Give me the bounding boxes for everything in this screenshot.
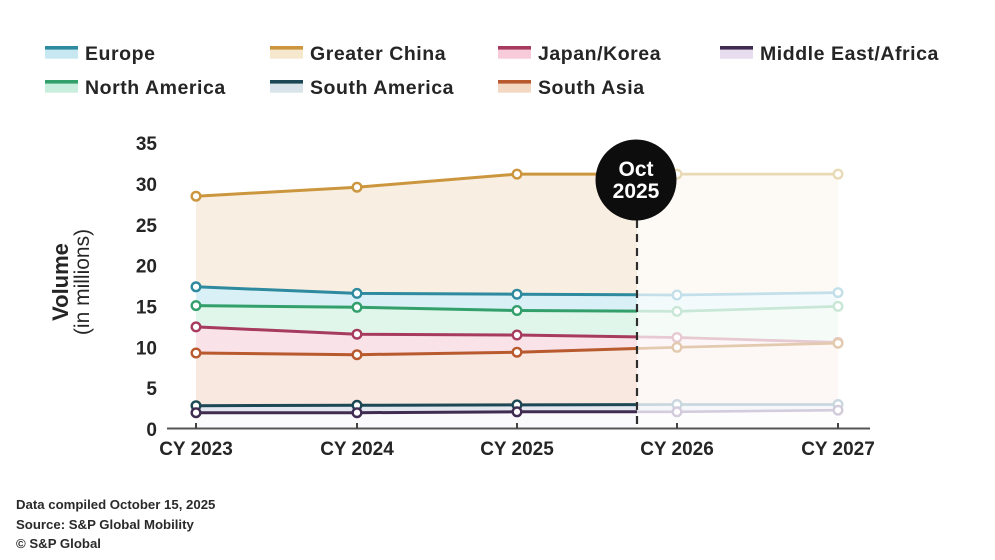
svg-text:Volume: Volume bbox=[48, 243, 73, 321]
svg-text:15: 15 bbox=[136, 297, 158, 318]
svg-text:South Asia: South Asia bbox=[538, 77, 645, 99]
svg-text:5: 5 bbox=[146, 379, 157, 400]
svg-text:35: 35 bbox=[136, 134, 158, 155]
svg-text:Greater China: Greater China bbox=[310, 43, 446, 65]
svg-text:Middle East/Africa: Middle East/Africa bbox=[760, 43, 939, 65]
svg-text:Data compiled October 15, 2025: Data compiled October 15, 2025 bbox=[16, 497, 215, 512]
svg-text:Oct: Oct bbox=[618, 158, 653, 181]
svg-text:20: 20 bbox=[136, 257, 157, 278]
svg-text:CY 2026: CY 2026 bbox=[640, 439, 714, 460]
svg-text:0: 0 bbox=[146, 420, 157, 441]
svg-text:South America: South America bbox=[310, 77, 454, 99]
svg-text:CY 2027: CY 2027 bbox=[801, 439, 875, 460]
svg-text:30: 30 bbox=[136, 175, 157, 196]
svg-text:North America: North America bbox=[85, 77, 226, 99]
svg-text:Japan/Korea: Japan/Korea bbox=[538, 43, 661, 65]
svg-text:25: 25 bbox=[136, 216, 158, 237]
svg-text:Source: S&P Global Mobility: Source: S&P Global Mobility bbox=[16, 517, 194, 532]
svg-text:CY 2023: CY 2023 bbox=[159, 439, 233, 460]
svg-text:Europe: Europe bbox=[85, 43, 155, 65]
svg-text:CY 2025: CY 2025 bbox=[480, 439, 554, 460]
svg-text:10: 10 bbox=[136, 338, 157, 359]
svg-text:(in millions): (in millions) bbox=[71, 229, 94, 335]
svg-text:CY 2024: CY 2024 bbox=[320, 439, 394, 460]
svg-text:2025: 2025 bbox=[613, 180, 660, 203]
svg-text:© S&P Global: © S&P Global bbox=[16, 536, 101, 551]
